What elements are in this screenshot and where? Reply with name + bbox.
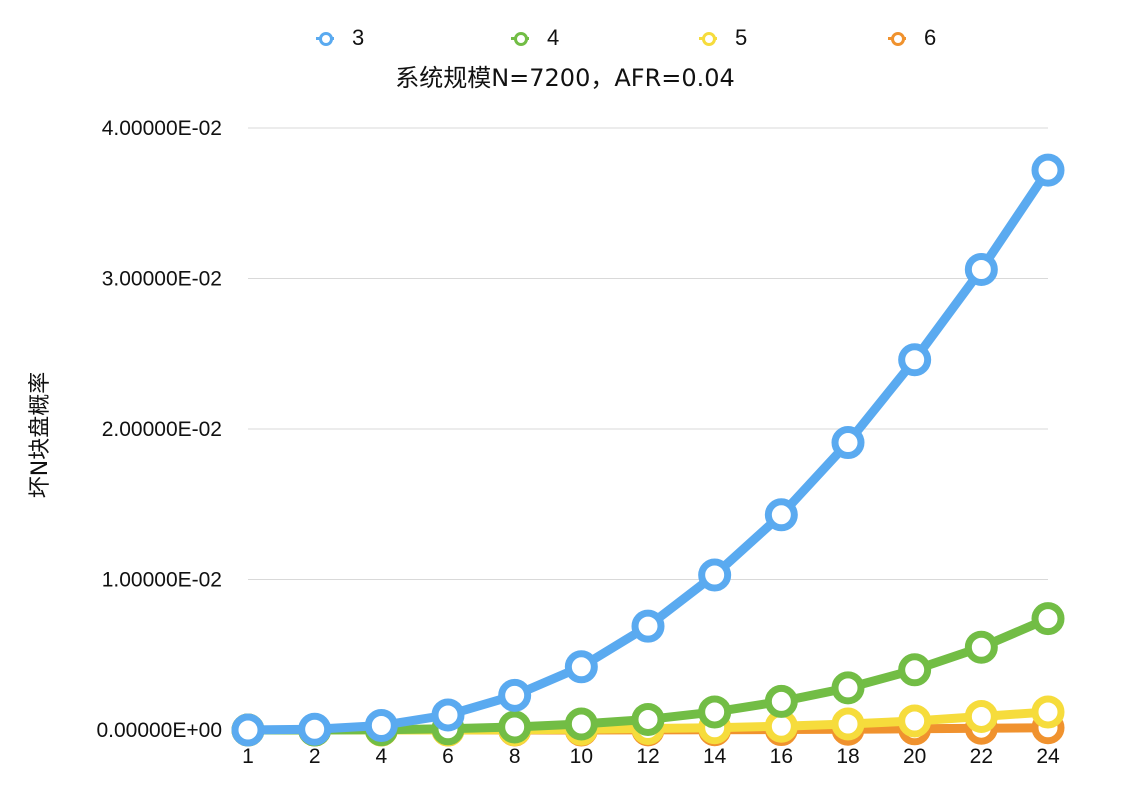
x-tick-label: 18 (836, 745, 859, 768)
x-tick-label: 6 (442, 745, 454, 768)
y-tick-label: 3.00000E-02 (102, 268, 222, 291)
data-point-3 (764, 498, 798, 532)
x-tick-label: 20 (903, 745, 926, 768)
data-point-4 (964, 630, 998, 664)
legend-label: 6 (924, 25, 937, 50)
legend-label: 4 (547, 25, 560, 50)
x-tick-label: 16 (770, 745, 793, 768)
series-line-3 (243, 165, 1053, 735)
data-point-4 (831, 671, 865, 705)
data-point-3 (498, 678, 532, 712)
legend-item-5[interactable]: 5 (699, 22, 747, 54)
y-tick-label: 1.00000E-02 (102, 569, 222, 592)
data-point-4 (631, 702, 665, 736)
legend: 3 4 5 6 (0, 22, 1130, 54)
legend-marker-circle-icon (699, 29, 717, 47)
y-tick-label: 2.00000E-02 (102, 418, 222, 441)
legend-marker-circle-icon (316, 29, 334, 47)
x-tick-label: 22 (970, 745, 993, 768)
data-point-4 (698, 695, 732, 729)
legend-label: 3 (352, 25, 365, 50)
x-tick-label: 14 (703, 745, 727, 768)
legend-item-3[interactable]: 3 (316, 22, 364, 54)
data-point-5 (1031, 695, 1065, 729)
legend-item-4[interactable]: 4 (511, 22, 559, 54)
y-tick-label: 0.00000E+00 (96, 719, 222, 742)
x-tick-label: 2 (309, 745, 321, 768)
data-point-3 (364, 708, 398, 742)
data-point-3 (564, 650, 598, 684)
legend-item-6[interactable]: 6 (888, 22, 936, 54)
y-tick-label: 4.00000E-02 (102, 117, 222, 140)
x-tick-label: 10 (570, 745, 593, 768)
data-point-3 (898, 343, 932, 377)
data-point-4 (898, 653, 932, 687)
data-point-4 (564, 707, 598, 741)
data-point-3 (298, 712, 332, 746)
data-point-3 (698, 558, 732, 592)
x-tick-label: 1 (242, 745, 254, 768)
x-tick-label: 12 (636, 745, 659, 768)
data-point-5 (831, 707, 865, 741)
x-tick-label: 8 (509, 745, 521, 768)
data-point-3 (964, 252, 998, 286)
data-point-3 (231, 713, 265, 747)
data-point-4 (1031, 602, 1065, 636)
data-point-3 (1031, 153, 1065, 187)
legend-label: 5 (735, 25, 748, 50)
legend-marker-circle-icon (511, 29, 529, 47)
data-point-5 (898, 704, 932, 738)
legend-marker-circle-icon (888, 29, 906, 47)
data-point-3 (831, 426, 865, 460)
data-point-3 (431, 698, 465, 732)
data-point-4 (764, 684, 798, 718)
data-point-3 (631, 609, 665, 643)
x-tick-label: 24 (1036, 745, 1060, 768)
data-point-5 (964, 699, 998, 733)
x-tick-label: 4 (375, 745, 387, 768)
chart-title: 系统规模N=7200，AFR=0.04 (395, 64, 735, 92)
data-point-4 (498, 710, 532, 744)
